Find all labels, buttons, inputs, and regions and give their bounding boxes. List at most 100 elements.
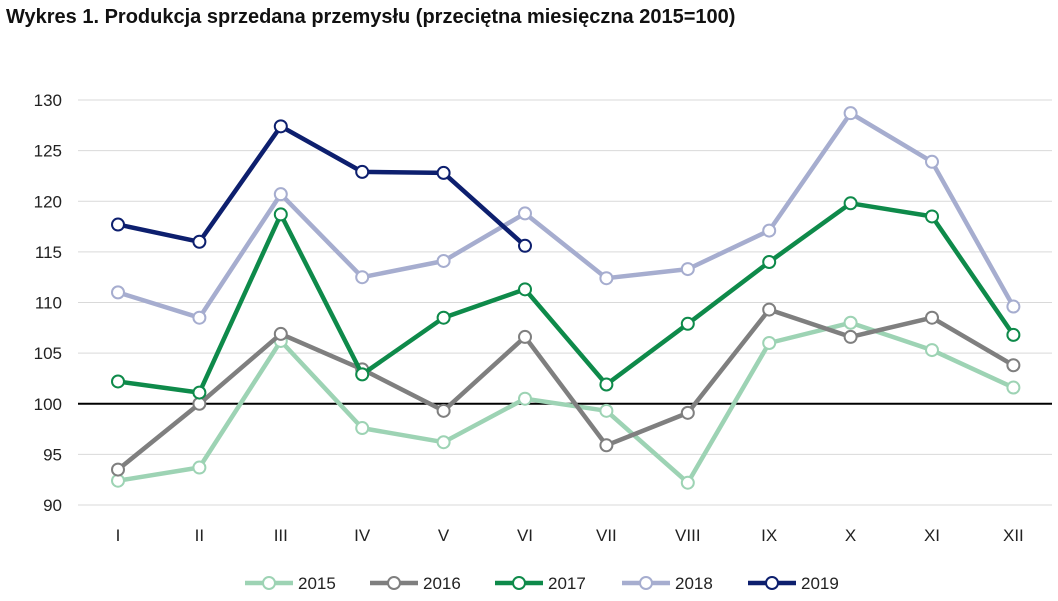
point-2019-VI <box>518 238 532 253</box>
x-tick-label-XII: XII <box>1003 526 1024 545</box>
point-2018-XII <box>1006 299 1021 314</box>
y-tick-label-110: 110 <box>35 294 62 313</box>
series-2015 <box>111 315 1021 490</box>
series-line-2018 <box>115 110 1016 320</box>
point-2017-V <box>436 310 451 325</box>
x-tick-label-VIII: VIII <box>675 526 701 545</box>
point-2016-VI <box>518 329 532 344</box>
point-2016-XI <box>925 310 939 325</box>
point-2019-I <box>111 217 125 232</box>
y-tick-label-100: 100 <box>34 395 62 414</box>
point-2015-VII <box>599 403 614 418</box>
point-2017-X <box>843 196 858 211</box>
legend-marker-2015 <box>262 576 276 590</box>
point-2018-VIII <box>680 262 695 277</box>
series-line-2019 <box>115 124 528 249</box>
series-line-2015 <box>115 320 1016 485</box>
point-2015-IV <box>355 421 370 436</box>
x-tick-label-IX: IX <box>761 526 777 545</box>
y-tick-label-95: 95 <box>43 445 62 464</box>
x-tick-label-V: V <box>438 526 450 545</box>
point-2019-IV <box>355 164 370 179</box>
point-2017-VII <box>599 377 614 392</box>
point-2018-I <box>111 285 125 300</box>
x-axis-ticks: I II III IV V VI VII VIII IX X XI XII <box>116 526 1024 545</box>
y-tick-label-115: 115 <box>35 243 62 262</box>
point-2015-VI <box>518 391 532 406</box>
x-tick-label-X: X <box>845 526 856 545</box>
point-2015-II <box>192 460 207 475</box>
x-tick-label-IV: IV <box>354 526 371 545</box>
legend-label-2019: 2019 <box>801 574 839 593</box>
legend-label-2017: 2017 <box>548 574 586 593</box>
y-tick-label-90: 90 <box>43 496 62 515</box>
y-tick-label-130: 130 <box>34 91 62 110</box>
point-2018-III <box>273 187 288 202</box>
point-2019-III <box>273 119 288 134</box>
x-tick-label-VII: VII <box>596 526 617 545</box>
x-tick-label-III: III <box>274 526 288 545</box>
y-tick-label-125: 125 <box>34 142 62 161</box>
point-2017-VI <box>518 282 532 297</box>
point-2018-IX <box>762 223 777 238</box>
legend-item-2015: 2015 <box>245 574 336 593</box>
series-line-2017 <box>115 201 1016 395</box>
point-2016-VIII <box>680 405 695 420</box>
point-2018-X <box>843 106 858 121</box>
point-2017-IX <box>762 255 777 269</box>
point-2018-IV <box>355 270 370 285</box>
x-tick-label-VI: VI <box>517 526 533 545</box>
legend-label-2015: 2015 <box>298 574 336 593</box>
legend-marker-2016 <box>387 576 401 590</box>
point-2017-III <box>273 207 288 222</box>
point-2015-X <box>843 315 858 330</box>
point-2015-IX <box>762 336 777 350</box>
point-2016-VII <box>599 438 614 453</box>
point-2017-VIII <box>680 316 695 331</box>
series-2019 <box>111 119 532 253</box>
y-tick-label-105: 105 <box>34 344 62 363</box>
chart-title: Wykres 1. Produkcja sprzedana przemysłu … <box>6 6 736 28</box>
legend-label-2018: 2018 <box>675 574 713 593</box>
point-2016-V <box>436 403 451 418</box>
point-2016-III <box>273 326 288 341</box>
point-2018-II <box>192 310 207 325</box>
series-2018 <box>111 106 1021 325</box>
point-2016-IX <box>762 302 777 317</box>
gridlines <box>78 99 1052 506</box>
x-tick-label-II: II <box>195 526 204 545</box>
x-tick-label-I: I <box>116 526 121 545</box>
series-2017 <box>111 196 1021 400</box>
series-line-2016 <box>115 307 1016 472</box>
point-2016-I <box>111 462 125 477</box>
series-group <box>111 106 1021 490</box>
legend-marker-2017 <box>512 576 526 590</box>
point-2018-XI <box>925 154 939 169</box>
point-2017-XII <box>1006 327 1021 342</box>
legend-item-2017: 2017 <box>495 574 586 593</box>
point-2018-VII <box>599 271 614 286</box>
y-tick-label-120: 120 <box>34 192 62 211</box>
point-2016-XII <box>1006 358 1021 373</box>
point-2015-XII <box>1006 380 1021 395</box>
legend-marker-2018 <box>639 576 653 590</box>
point-2017-II <box>192 385 207 400</box>
point-2018-VI <box>518 206 532 221</box>
point-2018-V <box>436 253 451 268</box>
legend-item-2016: 2016 <box>370 574 461 593</box>
point-2019-II <box>192 234 207 249</box>
point-2017-I <box>111 374 125 389</box>
point-2019-V <box>436 165 451 180</box>
legend-item-2019: 2019 <box>748 574 839 593</box>
point-2015-VIII <box>680 475 695 490</box>
legend-label-2016: 2016 <box>423 574 461 593</box>
legend-item-2018: 2018 <box>622 574 713 593</box>
legend: 2015 2016 2017 2018 2019 <box>245 574 839 593</box>
point-2016-X <box>843 329 858 344</box>
point-2015-V <box>436 435 451 450</box>
point-2017-XI <box>925 209 939 224</box>
legend-marker-2019 <box>765 576 779 590</box>
point-2015-XI <box>925 343 939 358</box>
point-2017-IV <box>355 367 370 382</box>
